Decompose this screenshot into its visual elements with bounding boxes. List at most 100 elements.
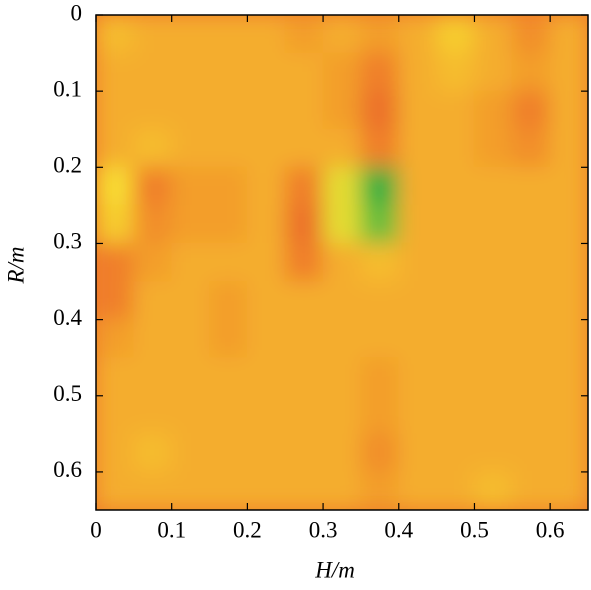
heatmap-cell [549,281,588,321]
heatmap-cell [209,52,248,92]
heatmap-cell [549,90,588,130]
heatmap-cell [436,52,475,92]
y-axis-label: R/m [3,246,28,284]
heatmap-cell [473,281,513,321]
heatmap-cell [284,471,324,510]
heatmap-cell [171,90,211,130]
heatmap-cell [171,357,211,397]
heatmap-cell [96,357,135,397]
heatmap-cell [246,15,286,54]
heatmap-cell [246,90,286,130]
heatmap-cell [436,395,475,435]
heatmap-cell [322,471,362,510]
heatmap-cell [322,357,362,397]
heatmap-cell [549,242,588,283]
heatmap-cell [133,281,173,321]
heatmap-cell [209,166,248,206]
x-axis-label: H/m [314,557,355,582]
heatmap-cell [322,319,362,359]
heatmap-cell [171,15,211,54]
heatmap-cell [436,471,475,510]
heatmap-cell [436,90,475,130]
heatmap-cell [473,471,513,510]
heatmap-cell [96,395,135,435]
heatmap-cell [322,281,362,321]
heatmap-cell [398,471,438,510]
heatmap-cell [284,395,324,435]
x-tick-label: 0.2 [233,517,262,542]
heatmap-cell [133,357,173,397]
heatmap-cell [171,166,211,206]
heatmap-cell [96,471,135,510]
heatmap-cell [133,166,173,206]
heatmap-cell [322,128,362,168]
heatmap-cell [322,242,362,283]
heatmap-cell [284,357,324,397]
heatmap-cells [96,15,588,510]
x-tick-label: 0.6 [536,517,565,542]
heatmap-cell [511,52,551,92]
heatmap-cell [133,90,173,130]
heatmap-cell [549,357,588,397]
heatmap-cell [398,166,438,206]
heatmap-cell [436,204,475,244]
heatmap-cell [246,242,286,283]
heatmap-cell [473,242,513,283]
heatmap-cell [511,128,551,168]
heatmap-cell [322,433,362,473]
heatmap-cell [209,319,248,359]
heatmap-cell [133,52,173,92]
heatmap-cell [360,357,400,397]
heatmap-cell [549,204,588,244]
heatmap-cell [284,90,324,130]
heatmap-cell [360,204,400,244]
heatmap-cell [436,281,475,321]
heatmap-cell [246,281,286,321]
heatmap-cell [473,204,513,244]
y-tick-label: 0.3 [53,229,82,254]
heatmap-cell [96,52,135,92]
heatmap-cell [322,395,362,435]
y-tick-label: 0.5 [53,381,82,406]
heatmap-cell [360,433,400,473]
heatmap-cell [284,166,324,206]
heatmap-cell [171,242,211,283]
heatmap-cell [284,52,324,92]
heatmap-cell [360,52,400,92]
heatmap-cell [284,281,324,321]
heatmap-cell [246,166,286,206]
heatmap-cell [322,52,362,92]
heatmap-cell [549,433,588,473]
heatmap-cell [549,319,588,359]
heatmap-cell [209,15,248,54]
heatmap-cell [360,281,400,321]
heatmap-cell [209,242,248,283]
heatmap-cell [436,242,475,283]
heatmap-cell [511,281,551,321]
heatmap-cell [284,319,324,359]
heatmap-cell [171,52,211,92]
heatmap-cell [436,357,475,397]
y-tick-label: 0.1 [53,76,82,101]
heatmap-cell [360,90,400,130]
heatmap-cell [398,242,438,283]
heatmap-cell [171,319,211,359]
heatmap-cell [171,395,211,435]
heatmap-cell [246,471,286,510]
heatmap-cell [246,357,286,397]
heatmap-cell [209,90,248,130]
heatmap-cell [549,128,588,168]
heatmap-cell [322,90,362,130]
heatmap-cell [322,204,362,244]
heatmap-cell [171,471,211,510]
heatmap-cell [96,281,135,321]
heatmap-cell [511,90,551,130]
heatmap-cell [436,166,475,206]
heatmap-cell [398,433,438,473]
heatmap-cell [322,166,362,206]
heatmap-cell [96,242,135,283]
heatmap-cell [360,242,400,283]
heatmap-cell [133,204,173,244]
heatmap-cell [473,357,513,397]
